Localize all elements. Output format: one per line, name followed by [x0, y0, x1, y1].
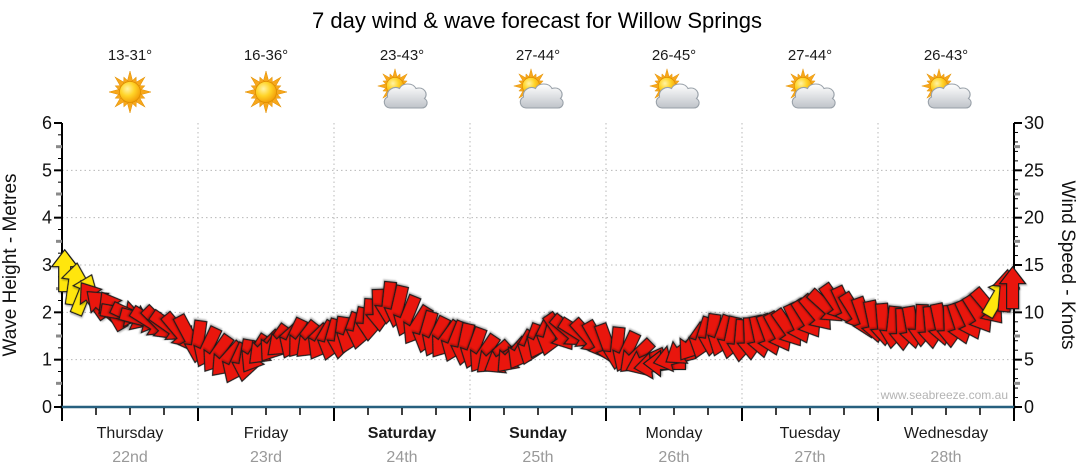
sun-icon: [108, 70, 152, 114]
day-name-label: Monday: [646, 425, 703, 442]
cloud-part: [791, 83, 836, 109]
cloud-part: [519, 83, 564, 109]
day-date-label: 27th: [794, 449, 825, 466]
wind-tick-label: 15: [1024, 255, 1044, 275]
cloud-part: [655, 83, 700, 109]
day-date-label: 25th: [522, 449, 553, 466]
wave-tick-label: 0: [42, 397, 52, 417]
sun-icon: [244, 70, 288, 114]
watermark: www.seabreeze.com.au: [880, 388, 1008, 402]
wave-tick-label: 3: [42, 255, 52, 275]
day-name-label: Wednesday: [904, 425, 988, 442]
day-date-label: 24th: [386, 449, 417, 466]
sun-cloud-icon: [920, 67, 972, 109]
sun-cloud-icon: [376, 67, 428, 109]
cloud-part: [927, 83, 972, 109]
wind-tick-label: 0: [1024, 397, 1034, 417]
wave-tick-label: 4: [42, 208, 52, 228]
temp-range-label: 13-31°: [108, 47, 152, 64]
day-name-label: Sunday: [509, 425, 567, 442]
temp-range-label: 27-44°: [788, 47, 832, 64]
temp-range-label: 16-36°: [244, 47, 288, 64]
temp-range-label: 23-43°: [380, 47, 424, 64]
generated-chart-content: 0 1 2 3 4 5 6 0 5 10 15 20 25 30 13-31° Thursday 22nd 16-…: [42, 47, 1044, 466]
day-date-label: 26th: [658, 449, 689, 466]
cloud-part: [383, 83, 428, 109]
wind-tick-label: 5: [1024, 350, 1034, 370]
wind-tick-label: 30: [1024, 113, 1044, 133]
temp-range-label: 27-44°: [516, 47, 560, 64]
wind-speed-axis-title: Wind Speed - Knots: [1057, 181, 1078, 350]
page-title: 7 day wind & wave forecast for Willow Sp…: [312, 8, 762, 33]
wave-tick-label: 1: [42, 350, 52, 370]
day-name-label: Saturday: [368, 425, 437, 442]
wind-tick-label: 10: [1024, 302, 1044, 322]
sun-disc: [119, 81, 141, 103]
day-name-label: Friday: [244, 425, 288, 442]
wind-tick-label: 20: [1024, 208, 1044, 228]
day-date-label: 22nd: [112, 449, 148, 466]
temp-range-label: 26-45°: [652, 47, 696, 64]
sun-disc: [255, 81, 277, 103]
sun-cloud-icon: [512, 67, 564, 109]
sun-cloud-icon: [784, 67, 836, 109]
wave-tick-label: 2: [42, 302, 52, 322]
wave-height-axis-title: Wave Height - Metres: [0, 173, 21, 356]
day-date-label: 23rd: [250, 449, 282, 466]
day-name-label: Tuesday: [780, 425, 841, 442]
temp-range-label: 26-43°: [924, 47, 968, 64]
day-name-label: Thursday: [97, 425, 164, 442]
wind-arrow: [998, 265, 1027, 310]
day-date-label: 28th: [930, 449, 961, 466]
wave-tick-label: 5: [42, 160, 52, 180]
wave-tick-label: 6: [42, 113, 52, 133]
sun-cloud-icon: [648, 67, 700, 109]
wind-tick-label: 25: [1024, 160, 1044, 180]
